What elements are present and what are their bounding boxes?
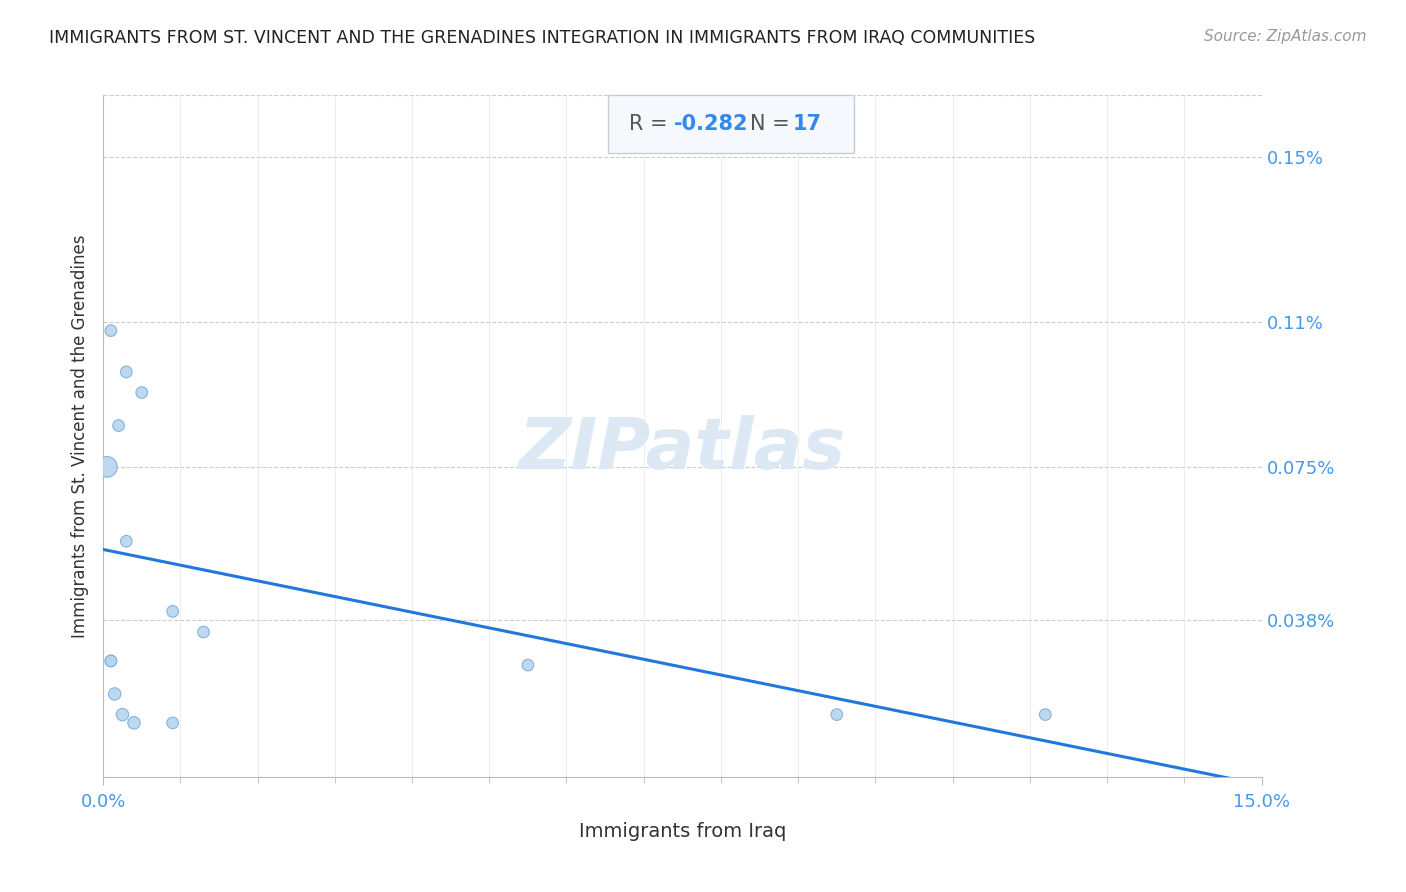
Point: [162, 715, 184, 730]
Point: [1033, 707, 1056, 722]
Point: [96, 459, 118, 474]
Point: [131, 385, 153, 400]
Point: [162, 604, 184, 618]
Text: 17: 17: [793, 114, 821, 135]
Text: ZIPatlas: ZIPatlas: [519, 415, 846, 484]
Point: [193, 625, 215, 640]
Text: R =: R =: [630, 114, 675, 135]
Text: N =: N =: [751, 114, 796, 135]
Point: [100, 654, 122, 668]
X-axis label: Immigrants from Iraq: Immigrants from Iraq: [579, 822, 786, 841]
Y-axis label: Immigrants from St. Vincent and the Grenadines: Immigrants from St. Vincent and the Gren…: [72, 235, 89, 638]
Point: [516, 658, 538, 673]
Point: [122, 715, 145, 730]
Point: [104, 687, 127, 701]
Point: [111, 707, 134, 722]
Text: -0.282: -0.282: [675, 114, 748, 135]
Point: [100, 324, 122, 338]
Text: IMMIGRANTS FROM ST. VINCENT AND THE GRENADINES INTEGRATION IN IMMIGRANTS FROM IR: IMMIGRANTS FROM ST. VINCENT AND THE GREN…: [49, 29, 1035, 47]
Point: [115, 534, 138, 549]
Point: [100, 654, 122, 668]
Text: Source: ZipAtlas.com: Source: ZipAtlas.com: [1204, 29, 1367, 45]
Point: [107, 418, 129, 433]
Point: [115, 365, 138, 379]
Point: [825, 707, 848, 722]
